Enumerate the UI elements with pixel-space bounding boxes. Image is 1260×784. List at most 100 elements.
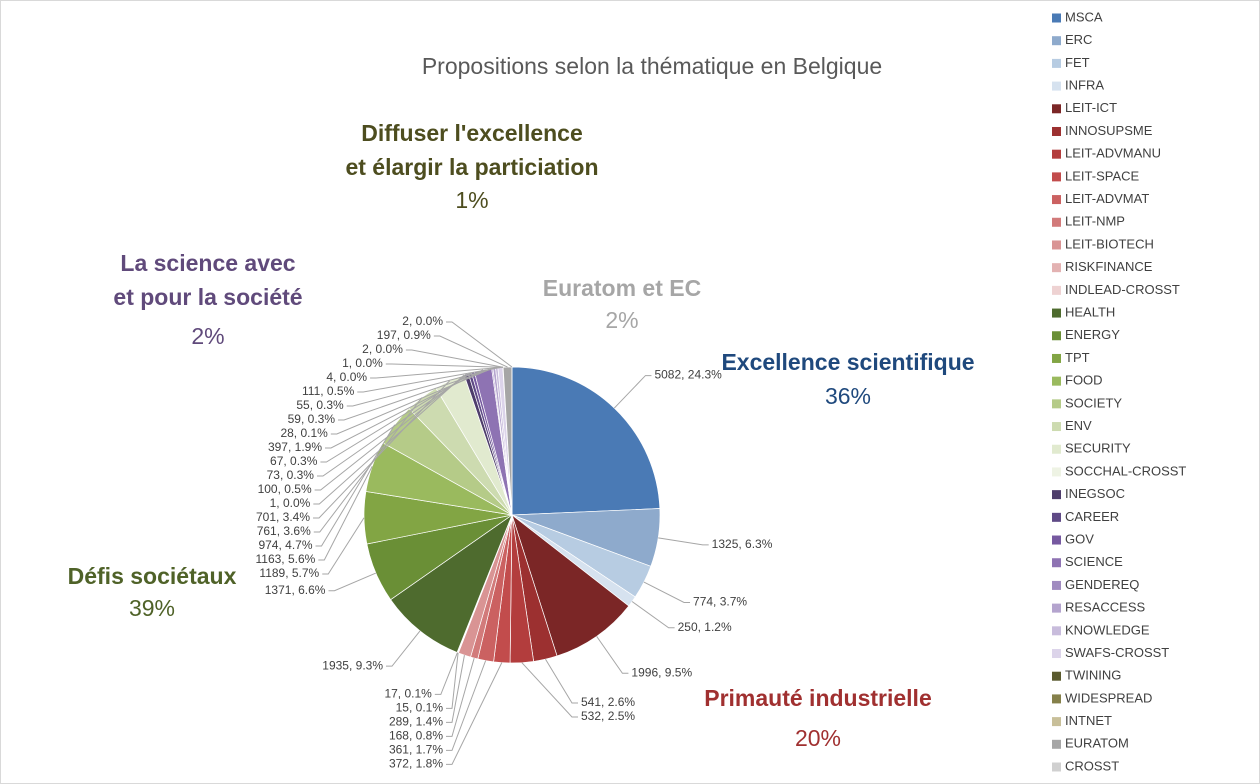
legend-swatch [1052, 36, 1061, 46]
legend-label: LEIT-ICT [1065, 100, 1117, 115]
leader-line [545, 658, 578, 704]
legend-label: LEIT-ADVMANU [1065, 146, 1161, 161]
group-label: et pour la société [113, 284, 302, 310]
legend-label: MSCA [1065, 9, 1103, 24]
data-label: 250, 1.2% [678, 620, 732, 634]
group-percent: 36% [825, 383, 871, 409]
legend-label: ENV [1065, 418, 1092, 433]
legend-swatch [1052, 717, 1061, 727]
legend-swatch [1052, 104, 1061, 114]
data-label: 541, 2.6% [581, 695, 635, 709]
leader-line [316, 372, 471, 477]
legend-swatch [1052, 308, 1061, 318]
legend-swatch [1052, 81, 1061, 91]
data-label: 1189, 5.7% [259, 566, 319, 580]
leader-line [313, 374, 465, 505]
data-label: 55, 0.3% [296, 398, 344, 412]
data-label: 1371, 6.6% [265, 583, 326, 597]
leader-line [320, 371, 474, 463]
data-label: 361, 1.7% [389, 743, 443, 757]
legend-swatch [1052, 535, 1061, 545]
legend-label: INEGSOC [1065, 486, 1125, 501]
legend-swatch [1052, 399, 1061, 409]
legend-swatch [1052, 649, 1061, 659]
legend-swatch [1052, 13, 1061, 23]
legend-label: RISKFINANCE [1065, 259, 1153, 274]
leader-line [314, 373, 467, 491]
leader-line [521, 662, 578, 718]
legend-swatch [1052, 671, 1061, 681]
data-label: 100, 0.5% [258, 482, 312, 496]
data-label: 1996, 9.5% [631, 665, 692, 679]
leader-line [643, 581, 691, 603]
group-label: Défis sociétaux [68, 563, 237, 589]
group-label: Excellence scientifique [721, 349, 974, 375]
data-label: 17, 0.1% [384, 687, 432, 701]
legend-swatch [1052, 467, 1061, 477]
group-label: Diffuser l'excellence [361, 120, 583, 146]
data-label: 1325, 6.3% [712, 537, 773, 551]
legend-label: TWINING [1065, 668, 1121, 683]
legend-label: LEIT-ADVMAT [1065, 191, 1149, 206]
legend-label: RESACCESS [1065, 600, 1146, 615]
data-label: 111, 0.5% [302, 384, 355, 398]
leader-line [357, 366, 501, 393]
leader-line [328, 572, 377, 592]
group-label: La science avec [120, 250, 295, 276]
legend-label: TPT [1065, 350, 1090, 365]
leader-line [318, 466, 373, 561]
legend-label: ERC [1065, 32, 1092, 47]
leader-line [446, 321, 513, 368]
group-percent: 39% [129, 595, 175, 621]
leader-line [325, 369, 484, 449]
legend-swatch [1052, 263, 1061, 273]
data-label: 4, 0.0% [326, 370, 367, 384]
leader-line [433, 335, 508, 368]
group-percent: 20% [795, 725, 841, 751]
data-label: 1935, 9.3% [322, 658, 383, 672]
legend-swatch [1052, 490, 1061, 500]
leader-line [446, 652, 459, 709]
legend-swatch [1052, 739, 1061, 749]
legend-label: CROSST [1065, 758, 1119, 773]
legend-label: LEIT-SPACE [1065, 168, 1140, 183]
legend-label: INTNET [1065, 713, 1112, 728]
data-label: 2, 0.0% [402, 314, 443, 328]
legend-swatch [1052, 58, 1061, 68]
leader-line [385, 363, 504, 368]
legend-label: SCIENCE [1065, 554, 1123, 569]
legend-swatch [1052, 217, 1061, 227]
legend-swatch [1052, 172, 1061, 182]
legend-swatch [1052, 558, 1061, 568]
legend-swatch [1052, 240, 1061, 250]
legend-label: LEIT-BIOTECH [1065, 236, 1154, 251]
legend-label: GOV [1065, 531, 1094, 546]
leader-line [338, 367, 495, 421]
data-label: 73, 0.3% [267, 468, 315, 482]
data-label: 1163, 5.6% [255, 552, 315, 566]
leader-line [313, 380, 451, 519]
legend-swatch [1052, 626, 1061, 636]
data-label: 197, 0.9% [377, 328, 431, 342]
legend-swatch [1052, 603, 1061, 613]
legend-swatch [1052, 126, 1061, 136]
leader-line [596, 636, 629, 674]
data-label: 15, 0.1% [396, 701, 444, 715]
data-label: 761, 3.6% [257, 524, 311, 538]
data-label: 372, 1.8% [389, 757, 443, 771]
legend-label: ENERGY [1065, 327, 1120, 342]
legend-label: SECURITY [1065, 441, 1131, 456]
legend-swatch [1052, 195, 1061, 205]
leader-line [313, 397, 423, 533]
legend-label: INDLEAD-CROSST [1065, 282, 1180, 297]
group-percent: 2% [191, 323, 224, 349]
data-label: 701, 3.4% [256, 510, 310, 524]
data-label: 5082, 24.3% [654, 368, 722, 382]
leader-line [631, 601, 675, 629]
legend-swatch [1052, 376, 1061, 386]
leader-line [370, 366, 503, 379]
legend-label: GENDEREQ [1065, 577, 1139, 592]
leader-line [322, 517, 365, 575]
data-label: 774, 3.7% [693, 595, 747, 609]
